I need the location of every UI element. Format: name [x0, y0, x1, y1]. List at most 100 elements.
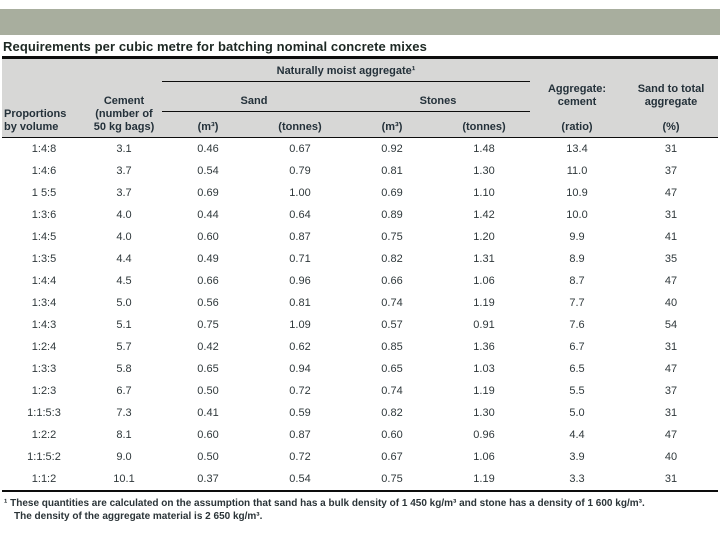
cell-sand-to-total-percent: 40	[664, 297, 678, 309]
cell-stones-m3: 0.75	[381, 473, 403, 485]
cell-stones-tonnes: 1.36	[473, 341, 495, 353]
cell-sand-to-total-percent: 47	[664, 187, 678, 199]
cell-proportions: 1:4:8	[31, 143, 57, 155]
cell-sand-tonnes: 0.72	[289, 451, 311, 463]
cell-cement-bags: 5.7	[116, 341, 132, 353]
decorative-top-band	[0, 9, 720, 35]
cell-sand-to-total-percent: 31	[664, 341, 678, 353]
cell-aggregate-cement-ratio: 9.9	[569, 231, 585, 243]
cell-sand-tonnes: 0.87	[289, 231, 311, 243]
cell-sand-to-total-percent: 40	[664, 451, 678, 463]
header-stones-group: Stones	[346, 81, 531, 112]
cell-sand-m3: 0.41	[197, 407, 219, 419]
cell-proportions: 1:4:4	[31, 275, 57, 287]
cell-stones-tonnes: 1.30	[473, 407, 495, 419]
cell-sand-m3: 0.50	[197, 451, 219, 463]
cell-stones-tonnes: 1.10	[473, 187, 495, 199]
cell-cement-bags: 5.0	[116, 297, 132, 309]
cell-sand-to-total-percent: 35	[664, 253, 678, 265]
header-cement-bags: Cement (number of 50 kg bags)	[86, 57, 162, 138]
cell-sand-m3: 0.49	[197, 253, 219, 265]
cell-sand-to-total-percent: 31	[664, 143, 678, 155]
cell-aggregate-cement-ratio: 10.0	[566, 209, 588, 221]
cell-stones-m3: 0.74	[381, 385, 403, 397]
cell-stones-m3: 0.67	[381, 451, 403, 463]
cell-cement-bags: 3.7	[116, 187, 132, 199]
cell-sand-m3: 0.65	[197, 363, 219, 375]
cell-aggregate-cement-ratio: 3.9	[569, 451, 585, 463]
footnote-line-1: ¹ These quantities are calculated on the…	[4, 498, 645, 509]
cell-aggregate-cement-ratio: 7.7	[569, 297, 585, 309]
cell-cement-bags: 7.3	[116, 407, 132, 419]
cell-stones-m3: 0.89	[381, 209, 403, 221]
cell-stones-tonnes: 1.30	[473, 165, 495, 177]
cell-stones-tonnes: 1.19	[473, 297, 495, 309]
cell-sand-tonnes: 0.87	[289, 429, 311, 441]
cell-sand-tonnes: 1.09	[289, 319, 311, 331]
cell-stones-tonnes: 0.91	[473, 319, 495, 331]
cell-cement-bags: 8.1	[116, 429, 132, 441]
cell-sand-to-total-percent: 31	[664, 209, 678, 221]
cell-stones-m3: 0.57	[381, 319, 403, 331]
cell-cement-bags: 5.8	[116, 363, 132, 375]
cell-stones-m3: 0.75	[381, 231, 403, 243]
table-row: 1:4:4 4.5 0.66 0.96 0.66 1.06 8.7 47	[2, 270, 718, 292]
cell-aggregate-cement-ratio: 6.5	[569, 363, 585, 375]
cell-sand-tonnes: 0.94	[289, 363, 311, 375]
top-margin	[0, 0, 720, 9]
cell-sand-m3: 0.75	[197, 319, 219, 331]
header-aggregate-cement: Aggregate: cement	[530, 57, 625, 112]
cell-aggregate-cement-ratio: 8.9	[569, 253, 585, 265]
cell-cement-bags: 4.5	[116, 275, 132, 287]
table-row: 1:3:5 4.4 0.49 0.71 0.82 1.31 8.9 35	[2, 248, 718, 270]
cell-cement-bags: 10.1	[113, 473, 135, 485]
table-row: 1:4:3 5.1 0.75 1.09 0.57 0.91 7.6 54	[2, 314, 718, 336]
table-row: 1:3:4 5.0 0.56 0.81 0.74 1.19 7.7 40	[2, 292, 718, 314]
cell-stones-tonnes: 1.48	[473, 143, 495, 155]
cell-aggregate-cement-ratio: 11.0	[566, 165, 588, 177]
table-row: 1:3:3 5.8 0.65 0.94 0.65 1.03 6.5 47	[2, 358, 718, 380]
cell-stones-m3: 0.60	[381, 429, 403, 441]
cell-sand-m3: 0.50	[197, 385, 219, 397]
cell-cement-bags: 4.0	[116, 231, 132, 243]
footnote-line-2: The density of the aggregate material is…	[14, 511, 263, 522]
cell-stones-m3: 0.69	[381, 187, 403, 199]
cell-cement-bags: 9.0	[116, 451, 132, 463]
table-row: 1:4:8 3.1 0.46 0.67 0.92 1.48 13.4 31	[2, 138, 718, 161]
unit-ratio: (ratio)	[530, 111, 625, 138]
cell-sand-m3: 0.46	[197, 143, 219, 155]
cell-proportions: 1:1:2	[31, 473, 57, 485]
cell-sand-to-total-percent: 37	[664, 385, 678, 397]
table-row: 1 5:5 3.7 0.69 1.00 0.69 1.10 10.9 47	[2, 182, 718, 204]
cell-sand-to-total-percent: 31	[664, 473, 678, 485]
concrete-mix-table: Proportions by volume Cement (number of …	[2, 56, 719, 492]
cell-cement-bags: 3.1	[116, 143, 132, 155]
table-row: 1:3:6 4.0 0.44 0.64 0.89 1.42 10.0 31	[2, 204, 718, 226]
cell-sand-to-total-percent: 47	[664, 275, 678, 287]
cell-stones-tonnes: 1.19	[473, 385, 495, 397]
cell-sand-tonnes: 0.79	[289, 165, 311, 177]
cell-sand-tonnes: 0.72	[289, 385, 311, 397]
cell-proportions: 1:3:3	[31, 363, 57, 375]
cell-sand-tonnes: 0.71	[289, 253, 311, 265]
cell-stones-m3: 0.82	[381, 253, 403, 265]
cell-sand-to-total-percent: 47	[664, 429, 678, 441]
cell-stones-m3: 0.74	[381, 297, 403, 309]
cell-stones-m3: 0.85	[381, 341, 403, 353]
cell-aggregate-cement-ratio: 8.7	[569, 275, 585, 287]
cell-stones-m3: 0.65	[381, 363, 403, 375]
cell-cement-bags: 4.4	[116, 253, 132, 265]
page-title: Requirements per cubic metre for batchin…	[3, 39, 427, 54]
cell-sand-m3: 0.60	[197, 231, 219, 243]
cell-cement-bags: 3.7	[116, 165, 132, 177]
cell-proportions: 1:4:6	[31, 165, 57, 177]
table-row: 1:4:6 3.7 0.54 0.79 0.81 1.30 11.0 37	[2, 160, 718, 182]
cell-sand-tonnes: 0.64	[289, 209, 311, 221]
cell-sand-m3: 0.42	[197, 341, 219, 353]
cell-aggregate-cement-ratio: 13.4	[566, 143, 588, 155]
unit-stones-tonnes: (tonnes)	[438, 111, 531, 138]
cell-aggregate-cement-ratio: 5.0	[569, 407, 585, 419]
table-header: Proportions by volume Cement (number of …	[2, 57, 719, 138]
cell-stones-tonnes: 1.06	[473, 451, 495, 463]
cell-stones-tonnes: 1.20	[473, 231, 495, 243]
